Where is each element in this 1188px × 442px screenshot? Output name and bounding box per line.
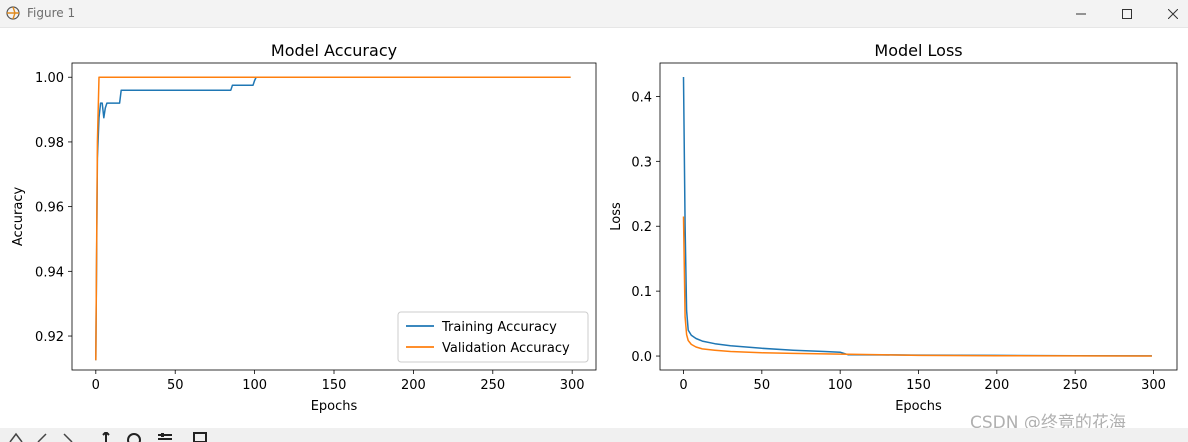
accuracy-y-axis-label: Accuracy — [11, 187, 26, 247]
loss-axes-frame — [659, 62, 1178, 371]
pan-icon[interactable] — [98, 432, 114, 442]
loss-chart-title: Model Loss — [874, 41, 962, 60]
maximize-button[interactable] — [1104, 0, 1150, 27]
loss-x-tick-label: 300 — [1141, 378, 1166, 393]
matplotlib-app-icon — [6, 6, 20, 20]
accuracy-legend-label-1: Validation Accuracy — [442, 341, 570, 356]
loss-x-tick-label: 0 — [679, 378, 687, 393]
navigation-toolbar — [0, 428, 1188, 442]
matplotlib-figure: 0 50 100 150 200 250 300 0.92 0.94 0.96 0.98 1.00 Mo… — [11, 41, 1178, 414]
loss-x-tick-label: 150 — [906, 378, 931, 393]
accuracy-x-tick-label: 100 — [242, 378, 267, 393]
window-title: Figure 1 — [27, 6, 76, 20]
loss-series-line-1 — [682, 216, 1152, 357]
loss-y-tick-label: 0.3 — [631, 155, 652, 170]
zoom-icon[interactable] — [126, 432, 142, 442]
chart-accuracy: 0 50 100 150 200 250 300 0.92 0.94 0.96 0.98 1.00 Mo… — [11, 41, 597, 414]
loss-x-tick-label: 50 — [754, 378, 771, 393]
accuracy-x-tick-label: 0 — [92, 378, 100, 393]
close-button[interactable] — [1150, 0, 1188, 27]
accuracy-x-tick-label: 250 — [480, 378, 505, 393]
loss-x-tick-label: 250 — [1063, 378, 1088, 393]
accuracy-x-axis-label: Epochs — [311, 399, 358, 414]
back-arrow-icon[interactable] — [34, 432, 50, 442]
loss-y-axis-label: Loss — [609, 202, 624, 231]
minimize-icon — [1076, 13, 1086, 14]
window-titlebar: Figure 1 — [0, 0, 1188, 28]
accuracy-x-tick-label: 150 — [322, 378, 347, 393]
chart-loss: 0 50 100 150 200 250 300 0.0 0.1 0.2 0.3 0.4 Model L… — [609, 41, 1178, 414]
loss-y-tick-label: 0.4 — [631, 90, 652, 105]
accuracy-chart-title: Model Accuracy — [271, 41, 397, 60]
accuracy-legend: Training Accuracy Validation Accuracy — [397, 311, 589, 363]
loss-y-tick-label: 0.1 — [631, 285, 652, 300]
accuracy-x-tick-label: 200 — [401, 378, 426, 393]
accuracy-series-line-0 — [95, 76, 571, 361]
home-icon[interactable] — [8, 432, 24, 442]
accuracy-y-tick-label: 0.92 — [35, 330, 64, 345]
save-icon[interactable] — [192, 432, 208, 442]
loss-x-axis-label: Epochs — [895, 399, 942, 414]
accuracy-y-tick-label: 1.00 — [35, 71, 64, 86]
loss-y-tick-label: 0.0 — [631, 350, 652, 365]
close-icon — [1168, 8, 1178, 19]
accuracy-y-tick-label: 0.94 — [35, 265, 64, 280]
configure-subplots-icon[interactable] — [156, 432, 174, 442]
loss-series-line-0 — [682, 76, 1152, 357]
accuracy-x-tick-label: 50 — [167, 378, 184, 393]
accuracy-legend-label-0: Training Accuracy — [441, 320, 557, 335]
loss-x-tick-label: 200 — [984, 378, 1009, 393]
accuracy-y-tick-label: 0.96 — [35, 201, 64, 216]
loss-y-tick-label: 0.2 — [631, 220, 652, 235]
accuracy-legend-box — [397, 311, 589, 363]
accuracy-y-tick-label: 0.98 — [35, 136, 64, 151]
maximize-icon — [1122, 8, 1132, 19]
accuracy-series-line-1 — [95, 76, 571, 361]
minimize-button[interactable] — [1058, 0, 1104, 27]
loss-x-tick-label: 100 — [828, 378, 853, 393]
forward-arrow-icon[interactable] — [60, 432, 76, 442]
accuracy-x-tick-label: 300 — [560, 378, 585, 393]
